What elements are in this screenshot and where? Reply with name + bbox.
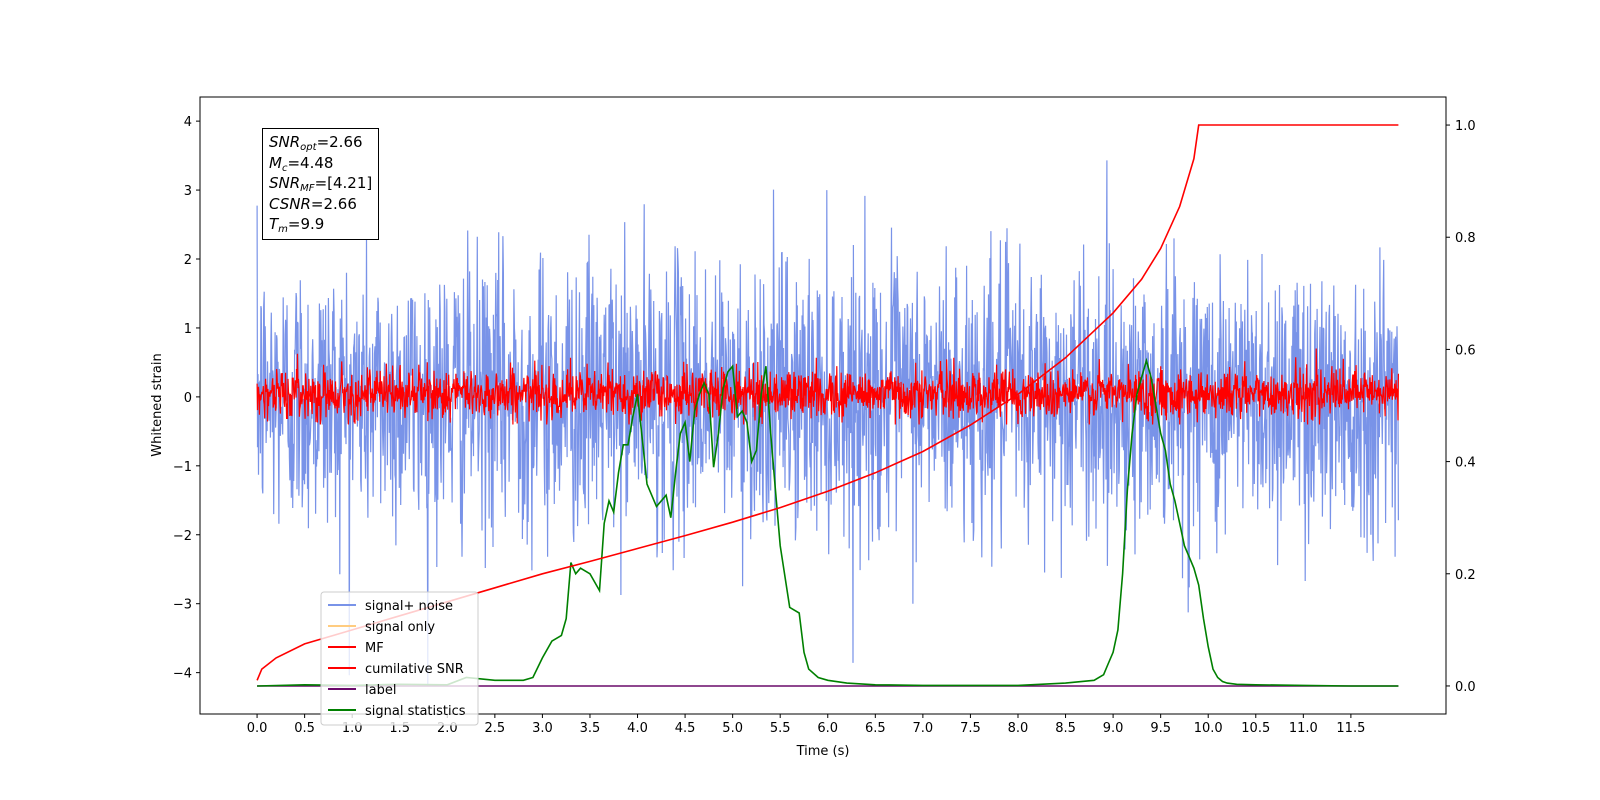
x-tick-label: 5.5 <box>770 721 791 736</box>
y-tick-label: −4 <box>173 667 192 682</box>
info-line-snr-opt: SNRopt=2.66 <box>269 133 363 153</box>
x-tick-label: 4.5 <box>675 721 696 736</box>
y2-tick-label: 0.6 <box>1455 343 1476 358</box>
y-tick-label: −1 <box>173 460 192 475</box>
y-tick-label: 4 <box>184 115 192 130</box>
x-tick-label: 10.0 <box>1194 721 1223 736</box>
y-tick-label: 3 <box>184 184 192 199</box>
series-signal-noise <box>256 160 1399 687</box>
x-tick-label: 0.0 <box>247 721 268 736</box>
series-signal-statistics <box>257 357 1399 687</box>
x-tick-label: 2.5 <box>485 721 506 736</box>
parameter-info-box: SNRopt=2.66 Mc=4.48 SNRMF=[4.21] CSNR=2.… <box>262 128 380 240</box>
x-tick-label: 7.5 <box>960 721 981 736</box>
y-tick-label: −2 <box>173 529 192 544</box>
x-tick-label: 11.5 <box>1336 721 1365 736</box>
x-tick-label: 0.5 <box>294 721 315 736</box>
x-tick-label: 5.0 <box>722 721 743 736</box>
y-tick-label: 2 <box>184 253 192 268</box>
x-tick-label: 6.5 <box>865 721 886 736</box>
y2-tick-label: 0.8 <box>1455 231 1476 246</box>
legend-frame <box>320 591 479 726</box>
axes-layer: 0.0 0.5 1.0 1.5 2.0 2.5 3.0 3.5 4.0 4.5 5.0 5.5 6.0 6… <box>173 115 1476 736</box>
y2-tick-label: 0.4 <box>1455 456 1476 471</box>
legend-label-cumulative-snr: cumilative SNR <box>365 662 464 677</box>
plot-frame <box>199 96 1447 715</box>
y-tick-label: 1 <box>184 322 192 337</box>
y2-tick-label: 1.0 <box>1455 119 1476 134</box>
y-tick-label: 0 <box>184 391 192 406</box>
info-line-chirp-mass: Mc=4.48 <box>269 153 334 174</box>
x-tick-label: 9.0 <box>1103 721 1124 736</box>
x-tick-label: 6.0 <box>817 721 838 736</box>
info-line-csnr: CSNR=2.66 <box>269 194 357 213</box>
y-tick-label: −3 <box>173 598 192 613</box>
info-line-snr-mf: SNRMF=[4.21] <box>269 174 373 194</box>
x-tick-label: 8.5 <box>1055 721 1076 736</box>
x-tick-label: 8.0 <box>1008 721 1029 736</box>
x-axis-label: Time (s) <box>796 744 850 759</box>
legend: signal+ noise signal only MF cumilative … <box>320 591 479 726</box>
y-axis-label: Whitened strain <box>150 353 165 456</box>
series-mf <box>256 348 1399 425</box>
y2-tick-label: 0.0 <box>1455 680 1476 695</box>
x-tick-label: 11.0 <box>1289 721 1318 736</box>
legend-label-label: label <box>365 683 396 698</box>
legend-label-signal-noise: signal+ noise <box>365 599 453 614</box>
legend-label-signal-only: signal only <box>365 620 435 635</box>
x-tick-label: 10.5 <box>1241 721 1270 736</box>
x-tick-label: 9.5 <box>1150 721 1171 736</box>
y2-tick-label: 0.2 <box>1455 568 1476 583</box>
x-tick-label: 3.0 <box>532 721 553 736</box>
x-tick-label: 3.5 <box>580 721 601 736</box>
x-tick-label: 4.0 <box>627 721 648 736</box>
legend-label-signal-statistics: signal statistics <box>365 704 466 719</box>
info-line-merger-time: Tm=9.9 <box>269 215 325 235</box>
x-tick-label: 7.0 <box>913 721 934 736</box>
legend-label-mf: MF <box>365 641 384 656</box>
